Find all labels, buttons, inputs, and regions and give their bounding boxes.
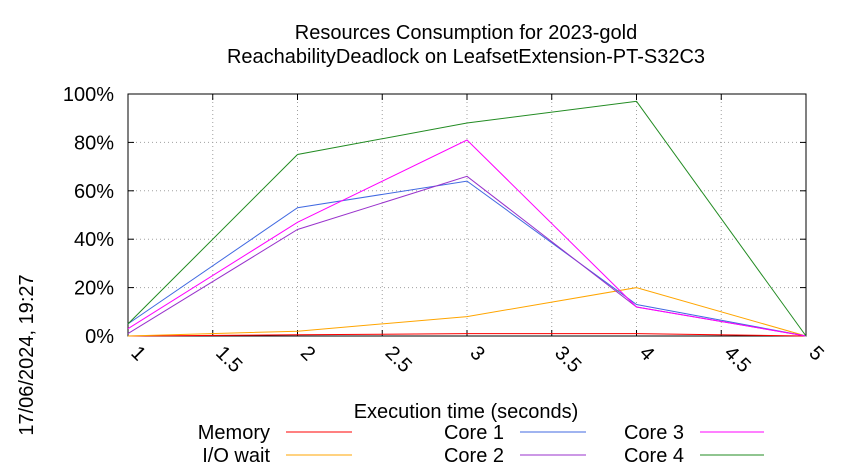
x-tick-label: 3.5 [550,342,585,377]
y-tick-labels: 0% 20% 40% 60% 80% 100% [63,84,114,348]
y-tick-label: 40% [74,229,114,251]
legend-label-core-3: Core 3 [624,422,684,444]
series-line-i-o-wait [127,287,807,337]
x-tick-label: 1 [126,342,149,365]
series-line-memory [127,333,807,337]
plot-axes [127,93,807,337]
y-tick-label: 20% [74,278,114,300]
x-tick-label: 4 [635,342,658,365]
y-tick-label: 60% [74,181,114,203]
series-line-core-3 [127,139,807,337]
legend-label-core-2: Core 2 [444,445,504,467]
x-tick-label: 3 [465,342,488,365]
x-tick-label: 2 [296,342,319,365]
legend-label-core-1: Core 1 [444,422,504,444]
chart-title: Resources Consumption for 2023-gold [295,22,637,44]
legend-label-memory: Memory [198,422,270,444]
x-tick-labels: 1 1.5 2 2.5 3 3.5 4 4.5 5 [126,342,827,377]
grid-lines [128,94,806,336]
plot-frame [127,93,807,337]
timestamp-label: 17/06/2024, 19:27 [16,274,38,435]
series-line-core-1 [127,180,807,337]
series-line-core-4 [127,100,807,337]
x-tick-label: 4.5 [720,342,755,377]
x-tick-label: 2.5 [381,342,416,377]
legend-label-i-o-wait: I/O wait [202,445,270,467]
x-tick-label: 5 [804,342,827,365]
x-tick-label: 1.5 [211,342,246,377]
series-lines [127,100,807,337]
y-tick-label: 0% [85,326,114,348]
chart-subtitle: ReachabilityDeadlock on LeafsetExtension… [227,46,705,68]
series-line-core-2 [127,175,807,337]
y-tick-label: 100% [63,84,114,106]
y-tick-label: 80% [74,132,114,154]
x-axis-label: Execution time (seconds) [354,401,579,423]
legend-label-core-4: Core 4 [624,445,684,467]
